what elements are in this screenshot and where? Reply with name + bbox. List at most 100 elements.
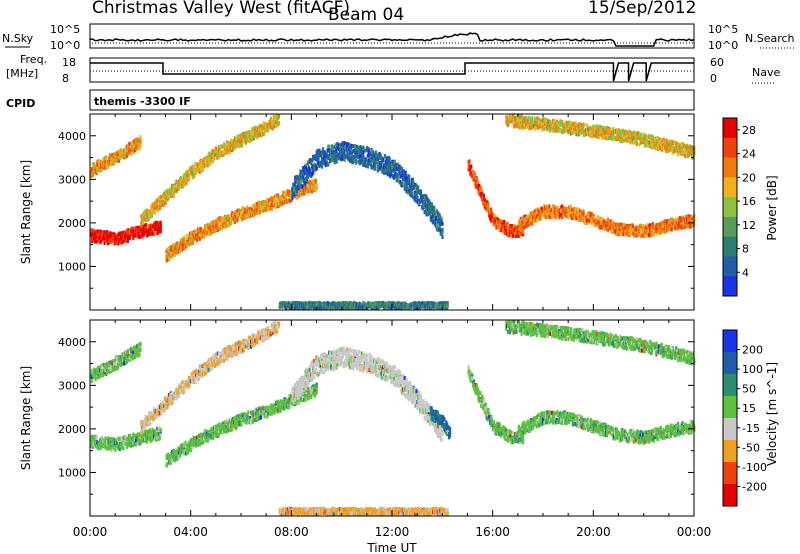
data-cell xyxy=(430,215,433,220)
data-cell xyxy=(342,152,345,157)
data-cell xyxy=(373,158,376,163)
data-cell xyxy=(681,145,684,150)
data-cell xyxy=(214,219,218,224)
data-cell xyxy=(625,226,628,231)
data-cell xyxy=(670,224,673,229)
data-cell xyxy=(676,152,680,157)
data-cell xyxy=(473,179,476,184)
data-cell xyxy=(374,162,377,167)
data-cell xyxy=(241,143,244,148)
data-cell xyxy=(362,150,365,155)
beam-label: Beam 04 xyxy=(328,5,404,25)
data-cell xyxy=(176,247,179,252)
data-cell xyxy=(430,202,433,207)
data-cell xyxy=(441,227,444,232)
data-cell xyxy=(229,215,232,219)
data-cell xyxy=(565,128,568,133)
data-cell xyxy=(579,218,583,223)
data-cell xyxy=(361,159,364,164)
data-cell xyxy=(615,129,618,134)
data-cell xyxy=(247,130,250,134)
cpid-label: CPID xyxy=(6,97,35,110)
plot-title: Christmas Valley West (fitACF) xyxy=(92,0,350,18)
data-cell xyxy=(383,154,387,159)
data-cell xyxy=(427,212,430,217)
data-cell xyxy=(490,211,494,216)
data-cell xyxy=(400,174,403,179)
data-cell xyxy=(429,205,432,210)
data-cell xyxy=(241,208,245,213)
data-cell xyxy=(138,146,141,151)
data-cell xyxy=(635,141,638,146)
data-cell xyxy=(325,158,328,163)
data-cell xyxy=(308,167,311,171)
data-cell xyxy=(568,213,571,218)
data-cell xyxy=(571,124,574,128)
data-cell xyxy=(611,134,614,139)
data-cell xyxy=(159,220,162,225)
data-cell xyxy=(522,230,525,235)
data-cell xyxy=(295,188,298,193)
data-cell xyxy=(143,231,146,236)
data-cell xyxy=(130,151,133,156)
data-cell xyxy=(440,219,443,224)
data-cell xyxy=(530,126,533,131)
data-cell xyxy=(568,211,571,216)
feature-late-upper-band xyxy=(505,114,696,160)
data-cell xyxy=(526,223,529,228)
data-cell xyxy=(253,211,256,216)
data-cell xyxy=(170,190,174,195)
data-cell xyxy=(609,219,612,224)
data-cell xyxy=(99,231,103,236)
data-cell xyxy=(152,206,156,211)
data-cell xyxy=(255,203,258,208)
data-cell xyxy=(618,227,621,232)
data-cell xyxy=(206,156,209,161)
data-cell xyxy=(165,254,168,259)
data-cell xyxy=(623,222,626,227)
data-cell xyxy=(562,122,565,127)
data-cell xyxy=(659,139,662,144)
data-cell xyxy=(436,223,439,228)
data-cell xyxy=(476,180,479,184)
data-cell xyxy=(606,217,609,222)
data-cell xyxy=(401,167,404,171)
data-cell xyxy=(217,221,220,226)
data-cell xyxy=(686,219,689,224)
data-cell xyxy=(155,220,159,225)
data-cell xyxy=(659,221,662,226)
data-cell xyxy=(394,163,397,167)
data-cell xyxy=(605,225,609,230)
nsky-label: N.Sky xyxy=(2,32,34,45)
data-cell xyxy=(643,233,646,238)
data-cell xyxy=(674,146,677,151)
data-cell xyxy=(213,156,216,160)
data-cell xyxy=(367,150,370,155)
data-cell xyxy=(92,161,95,166)
data-cell xyxy=(639,135,642,140)
data-cell xyxy=(583,122,586,127)
data-cell xyxy=(262,121,265,126)
nave-tick-bottom: 0 xyxy=(710,72,717,85)
data-cell xyxy=(216,225,219,230)
data-cell xyxy=(501,219,504,224)
data-cell xyxy=(591,128,594,133)
data-cell xyxy=(311,158,314,162)
data-cell xyxy=(649,223,652,228)
feature-lower-evening-band xyxy=(90,220,162,246)
data-cell xyxy=(690,145,693,149)
data-cell xyxy=(147,224,150,229)
data-cell xyxy=(123,238,126,243)
feature-afternoon-decreasing-band xyxy=(467,159,525,239)
data-cell xyxy=(285,194,288,199)
data-cell xyxy=(225,142,228,147)
data-cell xyxy=(516,124,520,129)
data-cell xyxy=(367,147,370,152)
data-cell xyxy=(365,146,369,150)
data-cell xyxy=(208,161,211,166)
data-cell xyxy=(359,158,362,162)
data-cell xyxy=(505,227,508,232)
data-cell xyxy=(244,134,247,139)
data-cell xyxy=(677,142,680,147)
data-cell xyxy=(650,230,654,235)
